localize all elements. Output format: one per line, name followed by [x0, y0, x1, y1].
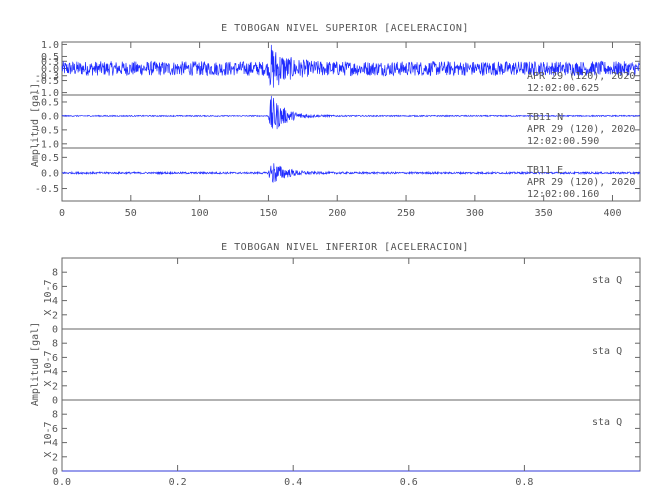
x-tick-label-top: 250 — [397, 208, 415, 219]
waveform-top-2 — [61, 95, 641, 130]
y-tick-label-top-2: -1.0 — [35, 139, 59, 150]
trace-label-top-1: 12:02:00.625 — [527, 83, 599, 94]
chart-title-bottom: E TOBOGAN NIVEL INFERIOR [ACELERACION] — [221, 242, 469, 253]
y-tick-label-top-3: -0.5 — [35, 184, 59, 195]
y-tick-label-top-3: 0.0 — [41, 168, 59, 179]
y-tick-label-top-2: 0.5 — [41, 97, 59, 108]
x-tick-label-bottom: 0.2 — [169, 477, 187, 488]
station-label-bottom-1: sta Q — [592, 275, 622, 286]
y-tick-label-bottom-1: 2 — [52, 310, 58, 321]
y-axis-label-top: Amplitud [gal] — [30, 83, 41, 167]
chart-title-top: E TOBOGAN NIVEL SUPERIOR [ACELERACION] — [221, 23, 469, 34]
y-tick-label-bottom-1: 6 — [52, 282, 58, 293]
trace-label-top-3: 12:02:00.160 — [527, 189, 599, 200]
y-tick-label-top-1: 1.0 — [41, 40, 59, 51]
scale-label-bottom-3: X 10-7 — [43, 421, 54, 457]
y-tick-label-top-1: -0.3 — [35, 71, 59, 82]
station-label-bottom-2: sta Q — [592, 346, 622, 357]
y-tick-label-bottom-3: 6 — [52, 424, 58, 435]
trace-label-top-3: APR 29 (120), 2020 — [527, 177, 635, 188]
x-tick-label-top: 300 — [466, 208, 484, 219]
y-axis-label-bottom: Amplitud [gal] — [30, 322, 41, 406]
y-tick-label-bottom-1: 4 — [52, 296, 58, 307]
panel-frame-top-3 — [61, 147, 641, 202]
y-tick-label-bottom-2: 6 — [52, 353, 58, 364]
y-tick-label-bottom-3: 2 — [52, 452, 58, 463]
y-tick-label-bottom-2: 4 — [52, 367, 58, 378]
y-tick-label-bottom-3: 4 — [52, 438, 58, 449]
y-tick-label-top-2: -0.5 — [35, 125, 59, 136]
x-tick-label-top: 350 — [535, 208, 553, 219]
waveform-top-1 — [61, 44, 641, 88]
x-tick-label-bottom: 0.0 — [53, 477, 71, 488]
x-tick-label-bottom: 0.8 — [515, 477, 533, 488]
x-tick-label-top: 200 — [328, 208, 346, 219]
station-label-bottom-3: sta Q — [592, 417, 622, 428]
x-tick-label-bottom: 0.4 — [284, 477, 302, 488]
y-tick-label-bottom-3: 0 — [52, 467, 58, 478]
y-tick-label-bottom-2: 0 — [52, 396, 58, 407]
waveform-top-3 — [61, 163, 641, 184]
x-tick-label-top: 400 — [603, 208, 621, 219]
x-tick-label-top: 150 — [259, 208, 277, 219]
y-tick-label-top-1: 0.5 — [41, 52, 59, 63]
y-tick-label-top-3: 0.5 — [41, 153, 59, 164]
panel-frame-bottom-3 — [61, 399, 641, 472]
x-tick-label-bottom: 0.6 — [400, 477, 418, 488]
y-tick-label-top-1: 0.3 — [41, 57, 59, 68]
y-tick-label-bottom-2: 2 — [52, 381, 58, 392]
y-tick-label-top-1: 0.0 — [41, 64, 59, 75]
y-tick-label-top-2: 0.0 — [41, 111, 59, 122]
trace-label-top-1: APR 29 (120), 2020 — [527, 71, 635, 82]
panel-frame-bottom-1 — [61, 257, 641, 330]
y-tick-label-top-1: -1.0 — [35, 88, 59, 99]
scale-label-bottom-2: X 10-7 — [43, 350, 54, 386]
x-tick-label-top: 50 — [125, 208, 137, 219]
y-tick-label-top-1: -0.5 — [35, 76, 59, 87]
y-tick-label-bottom-1: 8 — [52, 268, 58, 279]
scale-label-bottom-1: X 10-7 — [43, 279, 54, 315]
y-tick-label-bottom-1: 0 — [52, 325, 58, 336]
trace-label-top-2: 12:02:00.590 — [527, 136, 599, 147]
trace-label-top-2: APR 29 (120), 2020 — [527, 124, 635, 135]
y-tick-label-bottom-3: 8 — [52, 410, 58, 421]
x-tick-label-top: 0 — [59, 208, 65, 219]
trace-label-top-2: TB11 N — [527, 112, 563, 123]
panel-frame-bottom-2 — [61, 328, 641, 401]
x-tick-label-top: 100 — [191, 208, 209, 219]
trace-label-top-3: TB11 E — [527, 165, 563, 176]
y-tick-label-bottom-2: 8 — [52, 339, 58, 350]
